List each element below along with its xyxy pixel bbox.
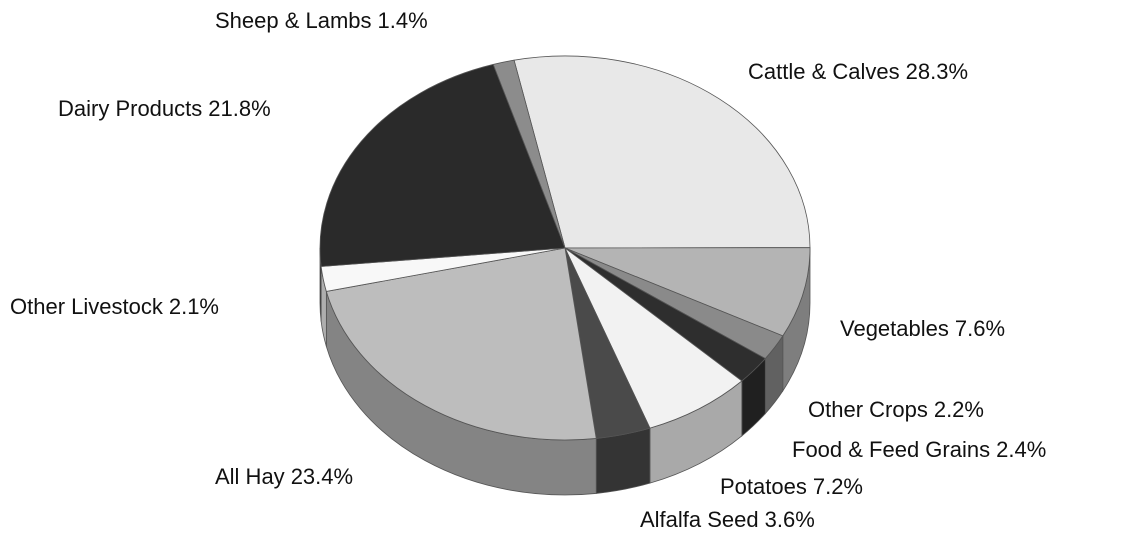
slice-label-name: Other Crops: [808, 397, 928, 422]
slice-label-value: 1.4%: [378, 8, 428, 33]
slice-label-name: Vegetables: [840, 316, 949, 341]
slice: [513, 55, 811, 249]
slice: [325, 247, 597, 441]
slice-label: Vegetables 7.6%: [840, 316, 1005, 341]
slice-label-name: Cattle & Calves: [748, 59, 900, 84]
slice-label: Sheep & Lambs 1.4%: [215, 8, 428, 33]
slice-label: All Hay 23.4%: [215, 464, 353, 489]
slice-label-name: Alfalfa Seed: [640, 507, 759, 532]
slice: [564, 247, 811, 337]
slice-label-value: 2.2%: [934, 397, 984, 422]
slice-label-value: 2.4%: [996, 437, 1046, 462]
slice-label-value: 7.6%: [955, 316, 1005, 341]
slice-label: Alfalfa Seed 3.6%: [640, 507, 815, 532]
slice-label: Potatoes 7.2%: [720, 474, 863, 499]
slice-label-name: Dairy Products: [58, 96, 202, 121]
slice-label-name: Food & Feed Grains: [792, 437, 990, 462]
slice-label-value: 28.3%: [906, 59, 968, 84]
slice-label-name: Potatoes: [720, 474, 807, 499]
slice-label-name: Other Livestock: [10, 294, 164, 319]
slice-label-value: 7.2%: [813, 474, 863, 499]
slice-label-value: 3.6%: [765, 507, 815, 532]
slice-label: Food & Feed Grains 2.4%: [792, 437, 1046, 462]
slice-label: Other Crops 2.2%: [808, 397, 984, 422]
slice: [319, 63, 566, 267]
slice-label-name: Sheep & Lambs: [215, 8, 372, 33]
slice-label: Cattle & Calves 28.3%: [748, 59, 968, 84]
slice-label-value: 23.4%: [291, 464, 353, 489]
slice: [564, 247, 743, 429]
slice-label: Other Livestock 2.1%: [10, 294, 219, 319]
slice-label-name: All Hay: [215, 464, 285, 489]
slice: [492, 59, 566, 249]
slice-label-value: 2.1%: [169, 294, 219, 319]
slice-label: Dairy Products 21.8%: [58, 96, 271, 121]
slice-label-value: 21.8%: [208, 96, 270, 121]
